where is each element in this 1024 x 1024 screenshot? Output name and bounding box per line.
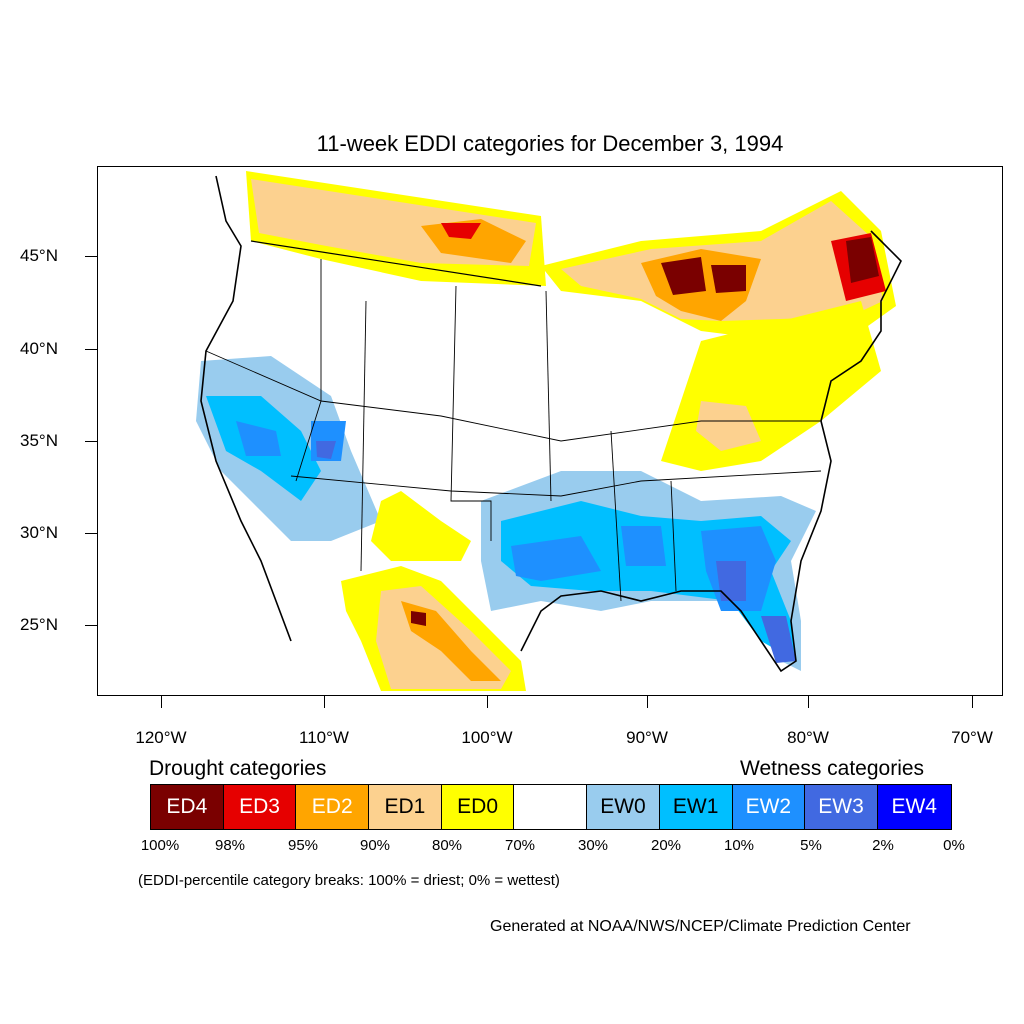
credit-text: Generated at NOAA/NWS/NCEP/Climate Predi… xyxy=(490,918,911,935)
map-panel xyxy=(97,166,1003,696)
break-label: 5% xyxy=(800,837,822,854)
break-label: 95% xyxy=(287,837,319,854)
wetness-categories-heading: Wetness categories xyxy=(740,757,925,780)
legend-box-ew1: EW1 xyxy=(659,785,733,829)
legend-box-ed0: ED0 xyxy=(441,785,515,829)
legend-box-ew0: EW0 xyxy=(587,785,660,829)
lat-tick xyxy=(85,349,97,350)
legend-box-ew3: EW3 xyxy=(805,785,878,829)
lon-tick xyxy=(487,696,488,708)
legend-box-ed2: ED2 xyxy=(296,785,370,829)
lon-tick xyxy=(808,696,809,708)
break-label: 10% xyxy=(723,837,755,854)
wet-fill-west xyxy=(196,356,381,541)
map-title: 11-week EDDI categories for December 3, … xyxy=(316,131,784,156)
category-breaks-note: (EDDI-percentile category breaks: 100% =… xyxy=(138,872,560,889)
legend-color-bar: ED4 ED3 ED2 ED1 ED0 EW0 EW1 EW2 EW3 EW4 xyxy=(150,784,952,830)
lat-tick xyxy=(85,533,97,534)
eddi-map xyxy=(196,171,902,691)
wet-fill-south xyxy=(481,471,816,671)
break-label: 30% xyxy=(577,837,609,854)
break-label: 20% xyxy=(650,837,682,854)
break-label: 2% xyxy=(872,837,894,854)
drought-fill-southwest xyxy=(341,491,526,691)
lon-label-120: 120°W xyxy=(135,728,187,747)
lon-label-90: 90°W xyxy=(626,728,668,747)
legend-box-ed3: ED3 xyxy=(223,785,297,829)
legend-box-ew4: EW4 xyxy=(877,785,951,829)
legend-box-normal xyxy=(514,785,588,829)
break-label: 80% xyxy=(431,837,463,854)
break-label: 98% xyxy=(214,837,246,854)
lat-tick xyxy=(85,256,97,257)
lat-label-25: 25°N xyxy=(20,615,58,634)
lat-label-45: 45°N xyxy=(20,246,58,265)
lat-tick xyxy=(85,625,97,626)
state-boundaries xyxy=(205,259,822,602)
lon-tick xyxy=(972,696,973,708)
drought-categories-heading: Drought categories xyxy=(149,757,327,780)
drought-fill-north xyxy=(246,171,896,336)
lon-label-100: 100°W xyxy=(461,728,513,747)
break-label: 100% xyxy=(140,837,180,854)
break-label: 90% xyxy=(359,837,391,854)
legend-box-ew2: EW2 xyxy=(732,785,806,829)
break-label: 70% xyxy=(504,837,536,854)
lon-tick xyxy=(647,696,648,708)
lat-label-35: 35°N xyxy=(20,431,58,450)
lon-label-110: 110°W xyxy=(299,728,349,747)
legend-box-ed4: ED4 xyxy=(151,785,224,829)
drought-fill-east xyxy=(661,301,881,471)
lon-tick xyxy=(324,696,325,708)
lon-label-80: 80°W xyxy=(787,728,829,747)
lat-label-30: 30°N xyxy=(20,523,58,542)
legend-box-ed1: ED1 xyxy=(369,785,442,829)
lon-tick xyxy=(161,696,162,708)
lon-label-70: 70°W xyxy=(951,728,993,747)
lat-tick xyxy=(85,441,97,442)
break-label: 0% xyxy=(943,837,965,854)
lat-label-40: 40°N xyxy=(20,339,58,358)
